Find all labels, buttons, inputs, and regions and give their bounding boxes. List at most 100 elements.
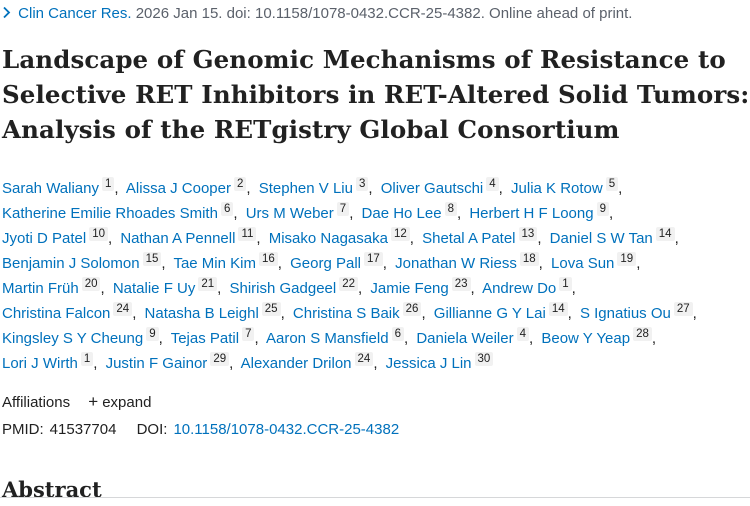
- author-name-link[interactable]: Beow Y Yeap: [541, 330, 631, 347]
- author-separator: ,: [651, 330, 657, 347]
- author-item: Stephen V Liu 3: [258, 177, 369, 197]
- author-name-link[interactable]: Alexander Drilon: [240, 355, 352, 372]
- author-name-link[interactable]: Tae Min Kim: [173, 255, 256, 272]
- author-name-link[interactable]: Stephen V Liu: [258, 180, 353, 197]
- author-separator: ,: [537, 230, 542, 247]
- author-name-link[interactable]: Lori J Wirth: [2, 355, 78, 372]
- affiliation-number-button[interactable]: 16: [258, 252, 278, 266]
- affiliation-number-button[interactable]: 4: [486, 177, 499, 191]
- author-name-link[interactable]: Nathan A Pennell: [120, 230, 236, 247]
- affiliation-number-button[interactable]: 23: [451, 277, 471, 291]
- affiliation-number-button[interactable]: 3: [355, 177, 369, 191]
- affiliation-number-button[interactable]: 12: [390, 227, 410, 241]
- author-separator: ,: [409, 230, 414, 247]
- affiliation-number-button[interactable]: 2: [233, 177, 247, 191]
- author-separator: ,: [457, 205, 462, 222]
- journal-link[interactable]: Clin Cancer Res.: [18, 5, 132, 22]
- author-name-link[interactable]: Shetal A Patel: [422, 230, 516, 247]
- author-name-link[interactable]: Katherine Emilie Rhoades Smith: [2, 205, 218, 222]
- author-name-link[interactable]: Daniela Weiler: [416, 330, 514, 347]
- author-name-link[interactable]: Lova Sun: [551, 255, 615, 272]
- author-name-link[interactable]: Natalie F Uy: [112, 280, 196, 297]
- author-name-link[interactable]: Urs M Weber: [245, 205, 334, 222]
- author-name-link[interactable]: Jamie Feng: [370, 280, 449, 297]
- plus-icon: +: [88, 392, 99, 411]
- affiliation-number-button[interactable]: 1: [559, 277, 572, 291]
- author-name-link[interactable]: Oliver Gautschi: [380, 180, 484, 197]
- affiliation-number-button[interactable]: 14: [655, 227, 675, 241]
- affiliation-number-button[interactable]: 8: [444, 202, 457, 216]
- author-separator: ,: [114, 180, 119, 197]
- affiliation-number-button[interactable]: 24: [354, 352, 374, 366]
- author-name-link[interactable]: Sarah Waliany: [2, 180, 99, 197]
- author-separator: ,: [277, 255, 282, 272]
- author-name-link[interactable]: Gillianne G Y Lai: [433, 305, 546, 322]
- author-item: Beow Y Yeap 28: [541, 327, 652, 347]
- affiliation-number-button[interactable]: 4: [516, 327, 529, 341]
- affiliation-number-button[interactable]: 30: [474, 352, 494, 366]
- affiliation-number-button[interactable]: 27: [673, 302, 693, 316]
- author-name-link[interactable]: Benjamin J Solomon: [2, 255, 140, 272]
- affiliation-number-button[interactable]: 19: [617, 252, 637, 266]
- affiliation-number-button[interactable]: 5: [605, 177, 619, 191]
- author-name-link[interactable]: Shirish Gadgeel: [229, 280, 337, 297]
- affiliation-number-button[interactable]: 7: [336, 202, 350, 216]
- author-item: Katherine Emilie Rhoades Smith 6: [2, 202, 234, 222]
- affiliation-number-button[interactable]: 29: [210, 352, 230, 366]
- author-name-link[interactable]: Andrew Do: [482, 280, 557, 297]
- affiliation-number-button[interactable]: 20: [81, 277, 101, 291]
- affiliation-number-button[interactable]: 26: [402, 302, 422, 316]
- author-name-link[interactable]: Natasha B Leighl: [144, 305, 259, 322]
- affiliations-label: Affiliations: [2, 394, 71, 411]
- author-name-link[interactable]: Christina Falcon: [2, 305, 111, 322]
- author-name-link[interactable]: Georg Pall: [290, 255, 361, 272]
- affiliation-number-button[interactable]: 25: [261, 302, 281, 316]
- author-name-link[interactable]: Daniel S W Tan: [549, 230, 653, 247]
- author-name-link[interactable]: Aaron S Mansfield: [266, 330, 389, 347]
- affiliation-number-button[interactable]: 1: [80, 352, 94, 366]
- affiliation-number-button[interactable]: 17: [364, 252, 383, 266]
- affiliation-number-button[interactable]: 21: [198, 277, 218, 291]
- author-name-link[interactable]: Dae Ho Lee: [361, 205, 442, 222]
- affiliation-number-button[interactable]: 7: [242, 327, 255, 341]
- doi-link[interactable]: 10.1158/1078-0432.CCR-25-4382: [173, 421, 400, 438]
- affiliation-number-button[interactable]: 22: [339, 277, 359, 291]
- expand-affiliations-button[interactable]: + expand: [88, 392, 151, 411]
- author-item: Natasha B Leighl 25: [144, 302, 281, 322]
- author-separator: ,: [618, 180, 623, 197]
- author-name-link[interactable]: Tejas Patil: [170, 330, 240, 347]
- author-separator: ,: [132, 305, 137, 322]
- affiliation-number-button[interactable]: 28: [633, 327, 652, 341]
- affiliation-number-button[interactable]: 6: [220, 202, 234, 216]
- chevron-right-icon[interactable]: [2, 4, 14, 24]
- author-name-link[interactable]: Alissa J Cooper: [125, 180, 231, 197]
- author-name-link[interactable]: Christina S Baik: [292, 305, 400, 322]
- affiliation-number-button[interactable]: 18: [519, 252, 539, 266]
- affiliation-number-button[interactable]: 13: [518, 227, 538, 241]
- affiliation-number-button[interactable]: 24: [113, 302, 133, 316]
- author-name-link[interactable]: Justin F Gainor: [105, 355, 208, 372]
- affiliation-number-button[interactable]: 15: [142, 252, 162, 266]
- author-name-link[interactable]: S Ignatius Ou: [579, 305, 671, 322]
- affiliation-number-button[interactable]: 6: [391, 327, 404, 341]
- author-separator: ,: [358, 280, 363, 297]
- author-name-link[interactable]: Jessica J Lin: [385, 355, 472, 372]
- author-name-link[interactable]: Martin Früh: [2, 280, 79, 297]
- affiliation-number-button[interactable]: 10: [89, 227, 108, 241]
- author-name-link[interactable]: Herbert H F Loong: [469, 205, 594, 222]
- affiliation-number-button[interactable]: 11: [238, 227, 257, 241]
- author-name-link[interactable]: Kingsley S Y Cheung: [2, 330, 144, 347]
- author-item: Tae Min Kim 16: [173, 252, 278, 272]
- author-name-link[interactable]: Misako Nagasaka: [268, 230, 388, 247]
- author-separator: ,: [692, 305, 697, 322]
- author-separator: ,: [382, 255, 387, 272]
- affiliation-number-button[interactable]: 1: [102, 177, 115, 191]
- author-separator: ,: [256, 230, 261, 247]
- author-name-link[interactable]: Jonathan W Riess: [395, 255, 517, 272]
- affiliation-number-button[interactable]: 14: [548, 302, 568, 316]
- author-name-link[interactable]: Julia K Rotow: [511, 180, 603, 197]
- affiliation-number-button[interactable]: 9: [596, 202, 609, 216]
- identifiers: PMID: 41537704 DOI: 10.1158/1078-0432.CCR-…: [2, 419, 399, 441]
- author-name-link[interactable]: Jyoti D Patel: [2, 230, 87, 247]
- affiliation-number-button[interactable]: 9: [146, 327, 159, 341]
